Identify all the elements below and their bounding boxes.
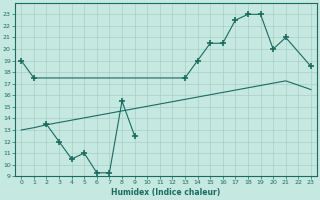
X-axis label: Humidex (Indice chaleur): Humidex (Indice chaleur) [111,188,221,197]
